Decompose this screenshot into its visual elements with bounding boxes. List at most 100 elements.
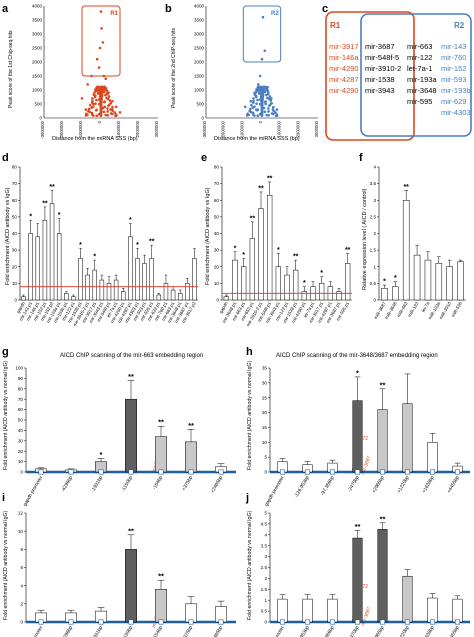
d-significance-mark: **	[42, 200, 48, 207]
b-point	[256, 114, 260, 117]
h-y-tick-label: 25	[262, 395, 268, 400]
venn-r2-item: mir-152	[441, 64, 466, 73]
g-category-label: +375bp	[181, 475, 194, 492]
a-point	[106, 113, 110, 117]
d-bar	[28, 233, 33, 301]
d-bar	[106, 283, 112, 301]
venn-r1-item: mir-146a	[329, 53, 359, 62]
i-y-tick-label: 2	[20, 601, 23, 606]
panel-j-mir-mark: -372	[358, 584, 368, 590]
j-significance-mark: **	[380, 514, 386, 523]
venn-r2-item: mir-4303	[441, 108, 471, 117]
j-bar	[377, 529, 388, 623]
b-point	[256, 83, 260, 86]
d-y-tick-label: 0	[14, 298, 17, 303]
g-probe-marker	[98, 469, 104, 475]
d-significance-mark: **	[149, 239, 155, 246]
g-y-tick-label: 100	[15, 366, 23, 371]
e-significance-mark: **	[345, 247, 351, 254]
g-bar	[125, 398, 137, 473]
e-bar	[232, 259, 238, 301]
a-point	[118, 111, 122, 114]
g-probe-marker	[188, 469, 194, 475]
a-point	[108, 99, 112, 102]
b-point	[267, 97, 271, 101]
b-y-tick-label: 4000	[194, 4, 205, 9]
i-bar	[185, 603, 197, 623]
h-bar	[377, 409, 388, 473]
d-bar	[35, 236, 41, 301]
a-x-tick-label: 1000000	[116, 120, 121, 137]
b-point	[249, 110, 253, 114]
j-significance-mark: **	[355, 522, 361, 531]
venn-shared-item: mir-3648	[407, 86, 437, 95]
g-y-tick-label: 20	[18, 449, 24, 454]
j-bar	[327, 598, 338, 623]
b-point	[252, 97, 255, 100]
h-y-tick-label: 30	[262, 380, 268, 385]
f-bar	[392, 286, 399, 301]
a-point	[80, 97, 84, 100]
a-point	[114, 105, 118, 109]
d-y-tick-label: 40	[12, 231, 18, 236]
panel-b-xlabel: Distance from the miRNA SSS (bp)	[214, 136, 300, 142]
d-bar	[135, 258, 140, 301]
a-x-tick-label: -1000000	[78, 120, 83, 138]
a-point	[100, 94, 104, 97]
a-point	[97, 98, 101, 101]
a-point	[94, 108, 98, 112]
i-bar	[125, 549, 137, 623]
a-point	[97, 112, 101, 116]
venn-shared-item: mir-595	[407, 97, 432, 106]
b-point	[267, 110, 270, 113]
e-significance-mark: *	[234, 245, 237, 252]
a-x-tick-label: 2000000	[135, 120, 140, 137]
charts-layer: 05001000150020002500300035004000-3000000…	[12, 4, 470, 637]
j-y-tick-label: 5	[264, 511, 267, 516]
h-y-tick-label: 35	[262, 366, 268, 371]
a-point	[114, 114, 117, 118]
a-point	[88, 103, 92, 107]
d-bar	[142, 263, 147, 301]
a-point	[99, 104, 103, 108]
j-probe-marker	[404, 619, 410, 625]
a-region-box	[81, 5, 121, 77]
b-point	[266, 89, 270, 93]
d-bar	[149, 258, 154, 301]
d-significance-mark: **	[49, 184, 55, 191]
d-bar	[177, 293, 183, 301]
b-y-tick-label: 2000	[194, 60, 205, 65]
venn-r2-item: mir-593	[441, 75, 466, 84]
e-bar	[241, 266, 247, 301]
panel-h-ylabel: Fold enrichment (AICD antibody vs normal…	[247, 360, 253, 470]
h-category-label: gapdh promoter	[264, 475, 286, 508]
venn-r2-item: mir-760	[441, 53, 466, 62]
j-y-tick-label: 4.5	[261, 522, 268, 527]
d-bar	[113, 279, 119, 301]
venn-r1-box	[325, 11, 415, 141]
b-y-tick-label: 2500	[194, 46, 205, 51]
i-probe-marker	[128, 619, 134, 625]
b-point	[260, 104, 264, 108]
b-point	[263, 110, 267, 114]
a-point	[98, 46, 102, 50]
a-point	[99, 10, 103, 13]
venn-r1-item: mir-4290	[329, 64, 359, 73]
g-y-tick-label: 50	[18, 418, 24, 423]
a-point	[102, 90, 106, 94]
a-point	[105, 89, 109, 93]
d-bar	[192, 258, 197, 301]
b-y-tick-label: 3500	[194, 18, 205, 23]
b-point	[261, 15, 265, 19]
b-point	[251, 106, 255, 109]
d-significance-mark: *	[129, 217, 132, 224]
b-point	[249, 107, 252, 111]
a-x-tick-label: -3000000	[40, 120, 45, 138]
h-category-label: -126,953bp	[293, 475, 310, 499]
panel-letter-f: f	[359, 152, 363, 164]
b-y-tick-label: 1000	[194, 88, 205, 93]
h-category-label: -97,366bp	[320, 475, 336, 497]
b-point	[263, 90, 267, 94]
a-point	[100, 96, 103, 99]
b-point	[265, 113, 268, 117]
